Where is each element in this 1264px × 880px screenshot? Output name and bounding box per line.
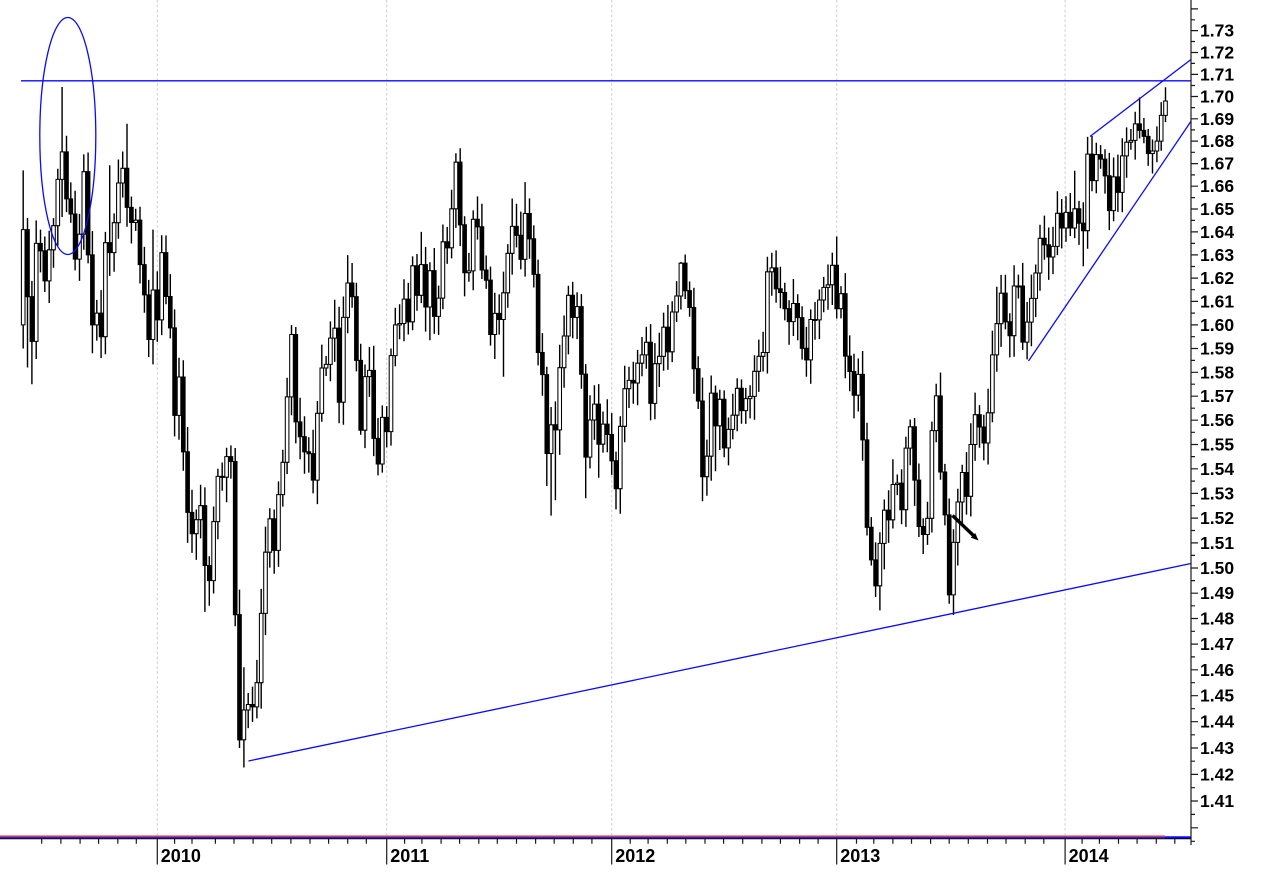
svg-text:1.61: 1.61 (1200, 291, 1234, 311)
svg-text:1.64: 1.64 (1200, 222, 1234, 242)
svg-text:1.67: 1.67 (1200, 154, 1234, 174)
svg-text:1.71: 1.71 (1200, 64, 1234, 84)
svg-text:2012: 2012 (615, 846, 655, 866)
svg-text:1.42: 1.42 (1200, 764, 1234, 784)
svg-text:1.68: 1.68 (1200, 131, 1234, 151)
svg-text:1.41: 1.41 (1200, 791, 1234, 811)
svg-text:1.66: 1.66 (1200, 176, 1234, 196)
svg-text:1.47: 1.47 (1200, 634, 1234, 654)
svg-text:1.57: 1.57 (1200, 386, 1234, 406)
svg-text:1.45: 1.45 (1200, 686, 1234, 706)
svg-text:1.72: 1.72 (1200, 43, 1234, 63)
svg-text:1.55: 1.55 (1200, 435, 1234, 455)
svg-text:1.44: 1.44 (1200, 712, 1234, 732)
svg-text:1.63: 1.63 (1200, 245, 1234, 265)
svg-text:1.51: 1.51 (1200, 533, 1234, 553)
svg-text:1.59: 1.59 (1200, 339, 1234, 359)
svg-text:1.69: 1.69 (1200, 109, 1234, 129)
svg-text:1.50: 1.50 (1200, 558, 1234, 578)
svg-text:1.43: 1.43 (1200, 738, 1234, 758)
svg-text:2014: 2014 (1069, 846, 1109, 866)
svg-text:1.73: 1.73 (1200, 21, 1234, 41)
svg-text:2011: 2011 (390, 846, 429, 866)
svg-text:2010: 2010 (161, 846, 201, 866)
svg-text:1.58: 1.58 (1200, 362, 1234, 382)
svg-text:1.60: 1.60 (1200, 315, 1234, 335)
svg-text:1.62: 1.62 (1200, 268, 1234, 288)
svg-text:1.48: 1.48 (1200, 609, 1234, 629)
svg-text:1.46: 1.46 (1200, 660, 1234, 680)
svg-text:1.49: 1.49 (1200, 583, 1234, 603)
svg-text:1.52: 1.52 (1200, 508, 1234, 528)
svg-text:1.65: 1.65 (1200, 199, 1234, 219)
svg-text:1.54: 1.54 (1200, 459, 1234, 479)
svg-text:1.56: 1.56 (1200, 410, 1234, 430)
svg-text:2013: 2013 (840, 846, 880, 866)
svg-text:1.70: 1.70 (1200, 87, 1234, 107)
svg-text:1.53: 1.53 (1200, 483, 1234, 503)
